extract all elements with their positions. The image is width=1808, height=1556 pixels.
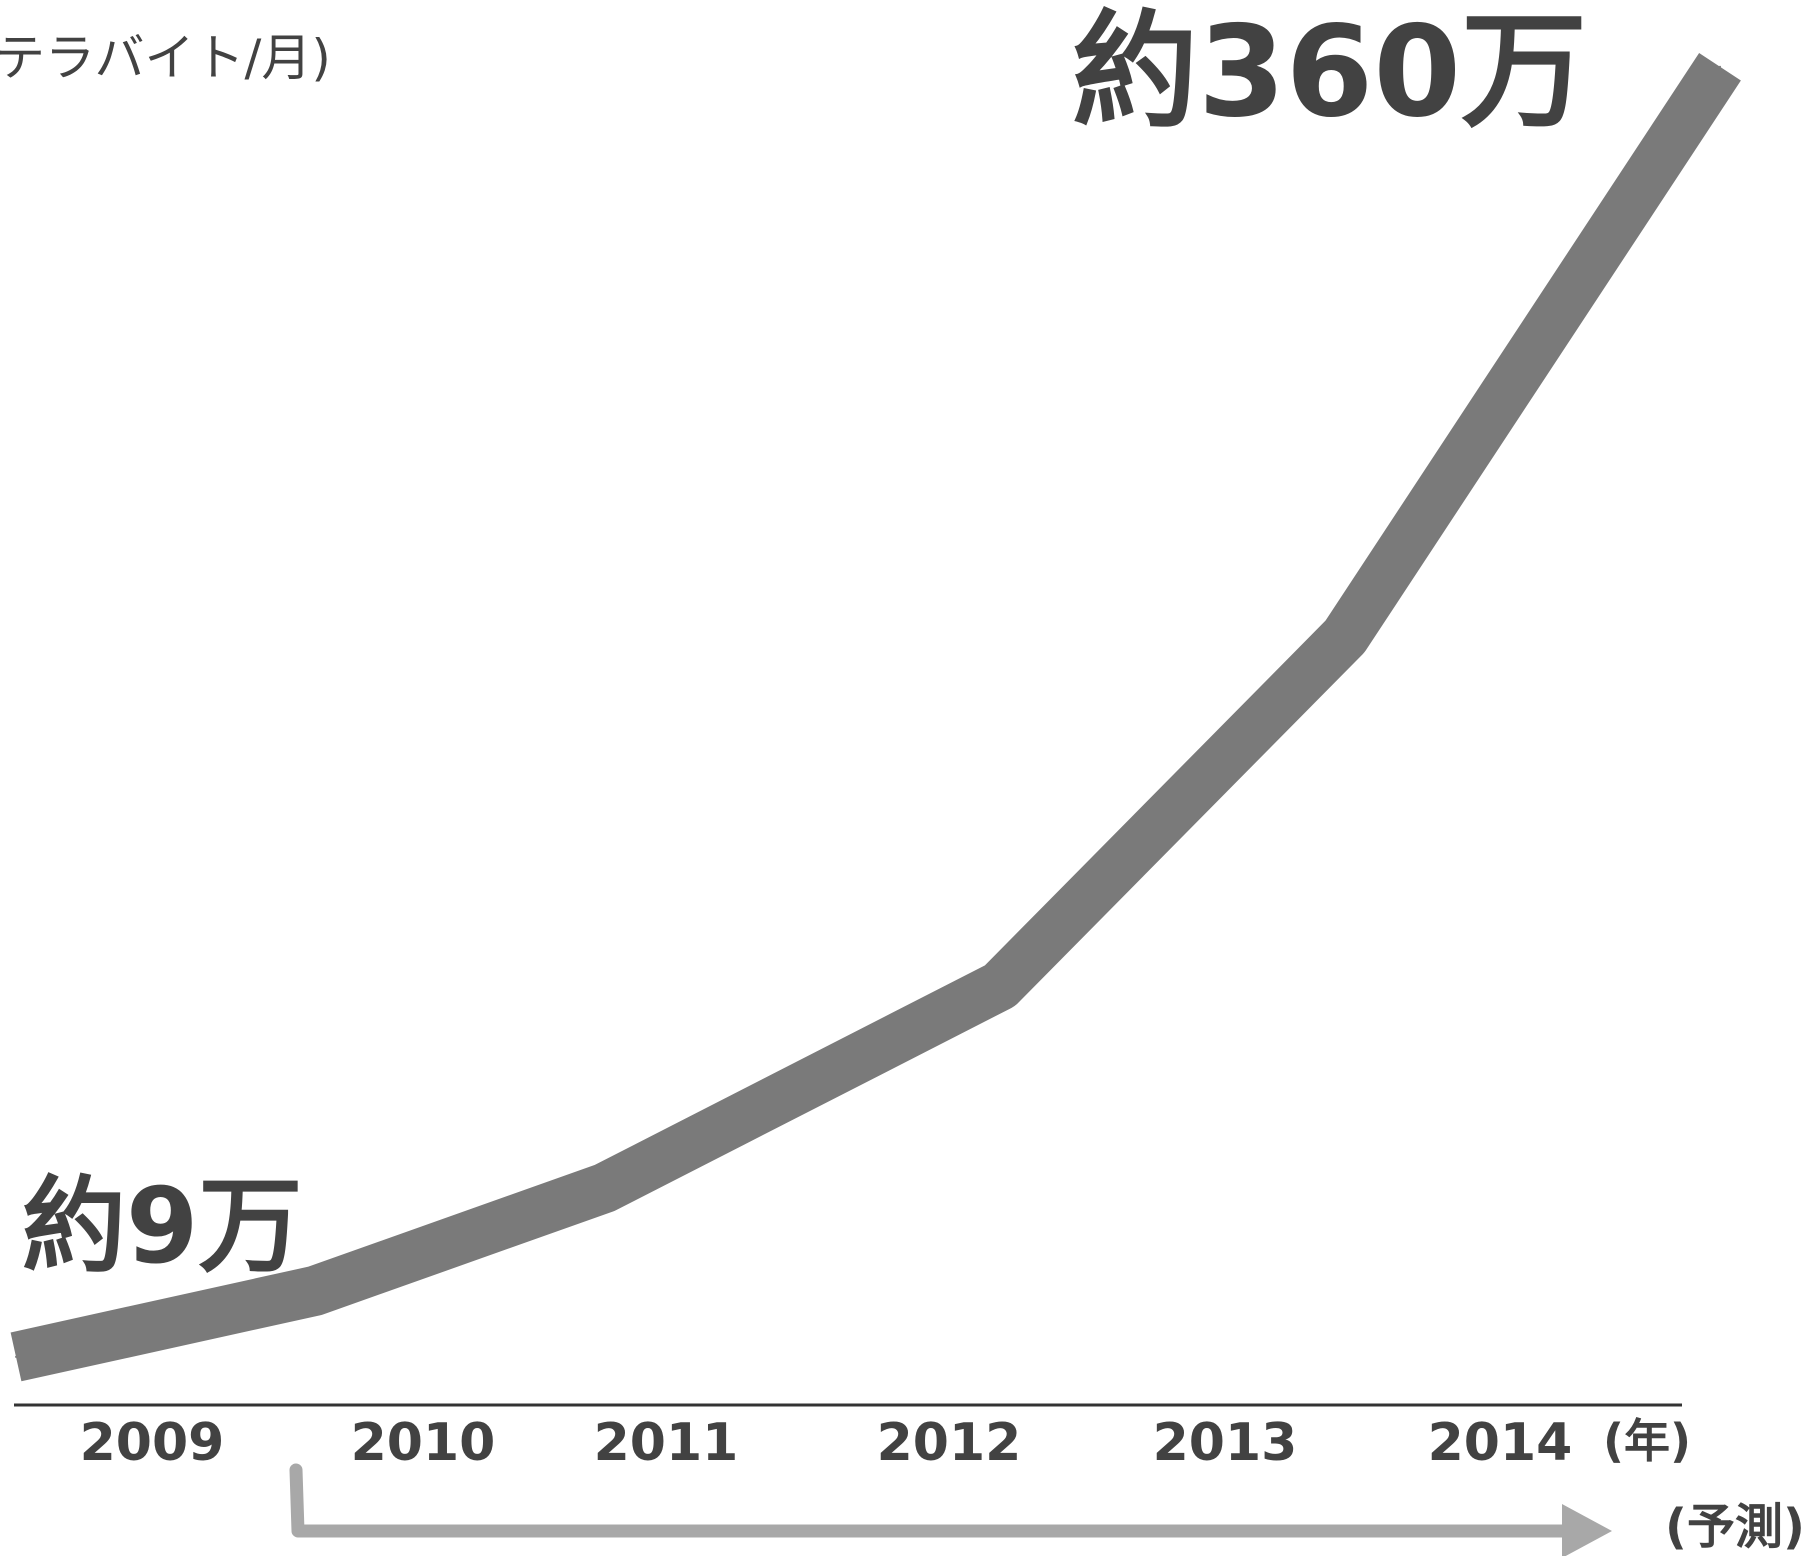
x-tick-label-2013: 2013 — [1153, 1413, 1298, 1473]
data-point-2013 — [1344, 635, 1346, 638]
x-unit-label: (年) — [1603, 1414, 1691, 1468]
x-tick-label-2014: 2014 — [1428, 1413, 1573, 1473]
x-tick-label-2011: 2011 — [594, 1413, 739, 1473]
data-point-2011 — [604, 1186, 606, 1189]
data-point-2009 — [15, 1355, 17, 1358]
forecast-arrow — [289, 1463, 1612, 1556]
x-tick-label-2012: 2012 — [877, 1413, 1022, 1473]
series-line — [10, 53, 1741, 1382]
series-line-layer — [10, 53, 1741, 1382]
data-point-2010 — [314, 1289, 316, 1292]
data-point-2014 — [1719, 65, 1721, 68]
start-value-annotation: 約9万 — [22, 1165, 302, 1287]
forecast-arrowhead — [1562, 1504, 1612, 1556]
y-unit-label: テラバイト/月) — [0, 29, 331, 87]
x-tick-label-2009: 2009 — [80, 1413, 225, 1473]
x-tick-label-2010: 2010 — [351, 1413, 496, 1473]
forecast-label: (予測) — [1665, 1499, 1805, 1555]
forecast-bracket-line — [289, 1463, 1575, 1538]
data-point-2012 — [999, 984, 1001, 987]
end-value-annotation: 約360万 — [1072, 0, 1587, 145]
x-tick-labels: 2009 2010 2011 2012 2013 2014 — [80, 1413, 1573, 1473]
